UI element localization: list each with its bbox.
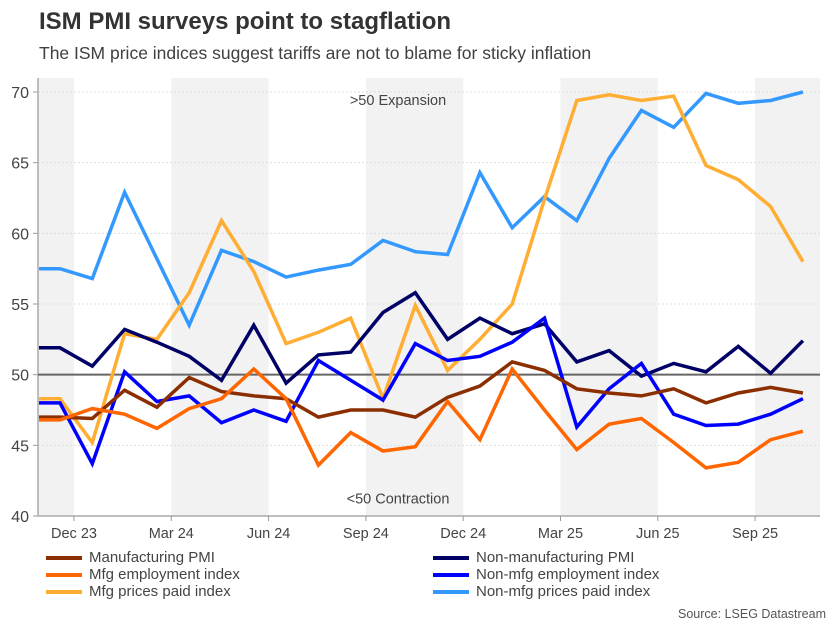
contraction-label: <50 Contraction [347, 492, 450, 508]
y-tick-label: 50 [11, 368, 29, 385]
x-tick-label: Sep 25 [732, 526, 778, 542]
legend-label: Mfg employment index [89, 566, 240, 583]
x-tick-label: Sep 24 [343, 526, 389, 542]
series-line-non-mfg-prices-paid-index [39, 90, 804, 330]
shaded-bands [38, 78, 820, 516]
shaded-band [755, 78, 820, 516]
y-tick-label: 45 [11, 438, 29, 455]
y-tick-label: 40 [11, 509, 29, 526]
legend-swatch [433, 572, 469, 577]
x-tick-label: Mar 25 [538, 526, 583, 542]
legend-label: Non-mfg prices paid index [476, 583, 651, 600]
x-tick-label: Jun 24 [247, 526, 291, 542]
legend-swatch [46, 589, 82, 594]
legend-item: Non-mfg employment index [433, 566, 659, 583]
legend-right: Non-manufacturing PMI Non-mfg employment … [433, 549, 659, 600]
series-line-mfg-prices-paid-index [39, 93, 805, 447]
legend-swatch [46, 555, 82, 560]
y-tick-label: 65 [11, 156, 29, 173]
legend-item: Non-mfg prices paid index [433, 583, 659, 600]
legend-item: Mfg prices paid index [46, 583, 240, 600]
legend-label: Non-manufacturing PMI [476, 549, 635, 566]
series-lines [39, 90, 805, 470]
y-tick-label: 55 [11, 297, 29, 314]
legend-label: Manufacturing PMI [89, 549, 215, 566]
series-line-mfg-employment-index [39, 365, 804, 470]
shaded-band [560, 78, 658, 516]
chart-title: ISM PMI surveys point to stagflation [39, 8, 452, 35]
y-axis: 40 45 50 55 60 65 70 [11, 78, 39, 526]
expansion-label: >50 Expansion [350, 93, 446, 109]
series-line-non-manufacturing-pmi [39, 290, 805, 386]
shaded-band [38, 78, 74, 516]
x-axis: Dec 23 Mar 24 Jun 24 Sep 24 Dec 24 Mar 25 Jun … [38, 515, 820, 542]
shaded-band [365, 78, 464, 516]
legend-swatch [433, 589, 469, 594]
x-tick-label: Dec 23 [51, 526, 97, 542]
legend-swatch [46, 572, 82, 577]
legend-swatch [433, 555, 469, 560]
y-tick-label: 60 [11, 226, 29, 243]
legend-item: Mfg employment index [46, 566, 240, 583]
x-tick-label: Jun 25 [636, 526, 680, 542]
y-tick-label: 70 [11, 85, 29, 102]
annotations: >50 Expansion <50 Contraction [347, 93, 450, 508]
legend-label: Non-mfg employment index [476, 566, 660, 583]
x-tick-label: Mar 24 [149, 526, 194, 542]
legend-item: Non-manufacturing PMI [433, 549, 659, 566]
legend-left: Manufacturing PMI Mfg employment index Mfg… [46, 549, 240, 600]
legend-item: Manufacturing PMI [46, 549, 240, 566]
series-line-non-mfg-employment-index [39, 315, 804, 469]
series-line-manufacturing-pmi [39, 359, 804, 421]
source-note: Source: LSEG Datastream [678, 607, 826, 621]
legend-label: Mfg prices paid index [89, 583, 231, 600]
chart-subtitle: The ISM price indices suggest tariffs ar… [39, 43, 592, 63]
x-tick-label: Dec 24 [440, 526, 486, 542]
